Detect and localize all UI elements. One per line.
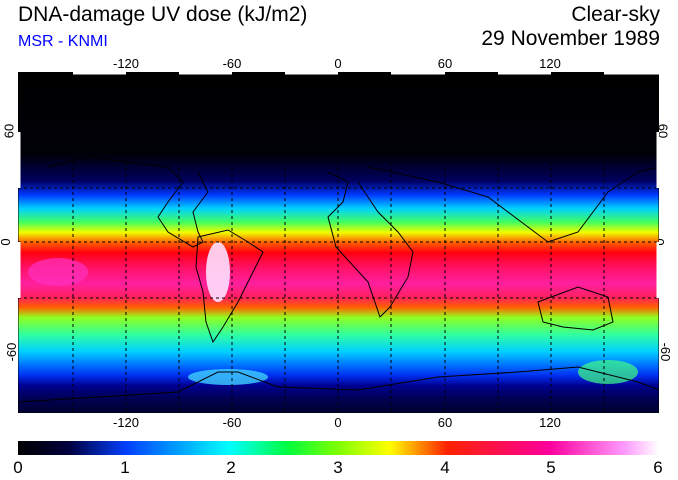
lat-label-right: -60 [657,342,673,362]
lon-label-top: 120 [539,56,561,71]
map-date: 29 November 1989 [481,27,660,50]
colorbar-tick: 5 [546,458,556,477]
lon-label-bottom: -60 [222,415,242,430]
colorbar-tick: 0 [13,458,23,477]
colorbar-tick: 1 [120,458,130,477]
lat-label-left: 60 [1,123,17,139]
lon-label-top: -120 [112,56,140,71]
west-pacific-peak [28,258,88,286]
antarctic-patch [188,369,268,385]
colorbar-tick: 2 [226,458,236,477]
sky-condition: Clear-sky [571,3,660,26]
uv-colorbar [18,441,659,455]
lon-label-top: 0 [334,56,342,71]
lon-label-bottom: 0 [334,415,342,430]
north-america-coast [47,156,209,248]
graticule [18,72,659,413]
lon-label-bottom: 60 [437,415,453,430]
map-title: DNA-damage UV dose (kJ/m2) [18,3,308,26]
frame-ticks [18,72,659,298]
colorbar-tick: 3 [333,458,343,477]
ross-sea-patch [578,360,638,384]
colorbar-tick: 6 [653,458,663,477]
europe-africa-coast [327,171,414,318]
lat-label-left: -60 [3,342,19,362]
colorbar-tick: 4 [440,458,450,477]
colorbar-gradient [18,441,659,455]
antarctica-coast [18,366,659,403]
lon-label-bottom: -120 [112,415,140,430]
lat-label-left: 0 [0,238,13,245]
andes-peak [206,242,230,302]
australia-coast [537,286,614,331]
lon-label-bottom: 120 [539,415,561,430]
uv-dose-map [18,72,659,413]
map-source: MSR - KNMI [18,33,108,50]
lon-label-top: 60 [437,56,453,71]
south-america-coast [195,229,264,344]
lon-label-top: -60 [222,56,242,71]
